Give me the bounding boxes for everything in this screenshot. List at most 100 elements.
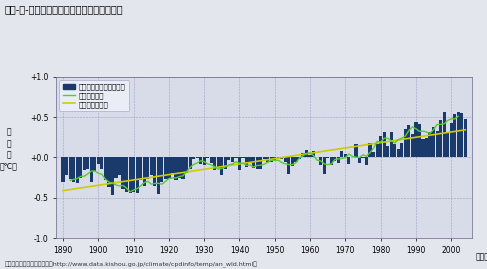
Bar <box>375 144 379 157</box>
Bar <box>83 157 86 170</box>
Bar <box>196 157 199 158</box>
Text: （年）: （年） <box>476 253 487 261</box>
Bar <box>397 149 400 157</box>
Bar <box>390 132 393 157</box>
Bar <box>132 157 135 192</box>
Bar <box>256 157 259 169</box>
Bar <box>358 157 361 163</box>
Bar <box>139 157 142 180</box>
Bar <box>284 157 287 162</box>
Bar <box>185 157 188 173</box>
Bar <box>411 134 414 157</box>
Bar <box>72 157 75 182</box>
Bar <box>457 112 460 157</box>
Bar <box>319 157 322 165</box>
Bar <box>61 157 65 182</box>
Bar <box>93 157 96 171</box>
Bar <box>238 157 241 170</box>
Bar <box>266 157 269 162</box>
Bar <box>220 157 224 175</box>
Bar <box>174 157 178 180</box>
Bar <box>164 157 167 179</box>
Bar <box>114 157 117 178</box>
Bar <box>312 151 315 157</box>
Bar <box>121 157 125 189</box>
Bar <box>262 157 266 159</box>
Bar <box>199 157 202 164</box>
Bar <box>217 157 220 168</box>
Bar <box>337 157 340 163</box>
Bar <box>259 157 262 169</box>
Bar <box>414 122 417 157</box>
Bar <box>125 157 128 192</box>
Bar <box>160 157 164 182</box>
Bar <box>450 123 453 157</box>
Bar <box>79 157 82 178</box>
Bar <box>439 120 442 157</box>
Bar <box>143 157 146 186</box>
Bar <box>429 132 431 157</box>
Bar <box>210 157 213 163</box>
Bar <box>435 131 439 157</box>
Bar <box>379 136 382 157</box>
Bar <box>446 132 450 157</box>
Text: 平
年
差
（℃）: 平 年 差 （℃） <box>0 127 18 172</box>
Legend: 年平均地上気温の平年差, ５年移動平均, トレンドライン: 年平均地上気温の平年差, ５年移動平均, トレンドライン <box>59 80 129 111</box>
Bar <box>301 153 304 157</box>
Bar <box>146 157 150 179</box>
Bar <box>178 157 181 178</box>
Bar <box>69 157 72 179</box>
Bar <box>129 157 131 193</box>
Bar <box>118 157 121 175</box>
Bar <box>443 112 446 157</box>
Bar <box>326 157 329 158</box>
Bar <box>231 157 234 162</box>
Bar <box>298 157 301 159</box>
Bar <box>347 157 351 164</box>
Bar <box>400 143 403 157</box>
Bar <box>308 155 312 157</box>
Bar <box>153 157 156 186</box>
Bar <box>369 143 372 157</box>
Bar <box>372 152 375 157</box>
Bar <box>425 138 428 157</box>
Bar <box>135 157 139 193</box>
Text: 図１-１-２　世界の年平均地上気温の平年差: 図１-１-２ 世界の年平均地上気温の平年差 <box>5 4 124 14</box>
Bar <box>65 157 68 175</box>
Bar <box>277 157 280 158</box>
Bar <box>245 157 248 167</box>
Bar <box>404 129 407 157</box>
Bar <box>157 157 160 194</box>
Bar <box>97 157 100 164</box>
Bar <box>104 157 107 180</box>
Bar <box>287 157 290 174</box>
Bar <box>460 113 464 157</box>
Text: 出典：気象庁ホームページ（http://www.data.kishou.go.jp/climate/cpdinfo/temp/an_wld.html）: 出典：気象庁ホームページ（http://www.data.kishou.go.j… <box>5 261 258 268</box>
Bar <box>340 151 343 157</box>
Bar <box>365 157 368 165</box>
Bar <box>90 157 93 182</box>
Bar <box>280 157 283 159</box>
Bar <box>206 157 209 158</box>
Bar <box>227 157 230 160</box>
Bar <box>150 157 153 175</box>
Bar <box>234 157 238 158</box>
Bar <box>333 157 337 161</box>
Bar <box>453 114 456 157</box>
Bar <box>242 157 244 158</box>
Bar <box>273 157 276 160</box>
Bar <box>171 157 174 173</box>
Bar <box>100 157 103 169</box>
Bar <box>322 157 326 174</box>
Bar <box>168 157 170 179</box>
Bar <box>270 157 273 162</box>
Bar <box>393 144 396 157</box>
Bar <box>407 125 411 157</box>
Bar <box>383 132 386 157</box>
Bar <box>432 127 435 157</box>
Bar <box>330 157 333 165</box>
Bar <box>418 124 421 157</box>
Bar <box>361 157 365 158</box>
Bar <box>188 157 192 169</box>
Bar <box>421 139 425 157</box>
